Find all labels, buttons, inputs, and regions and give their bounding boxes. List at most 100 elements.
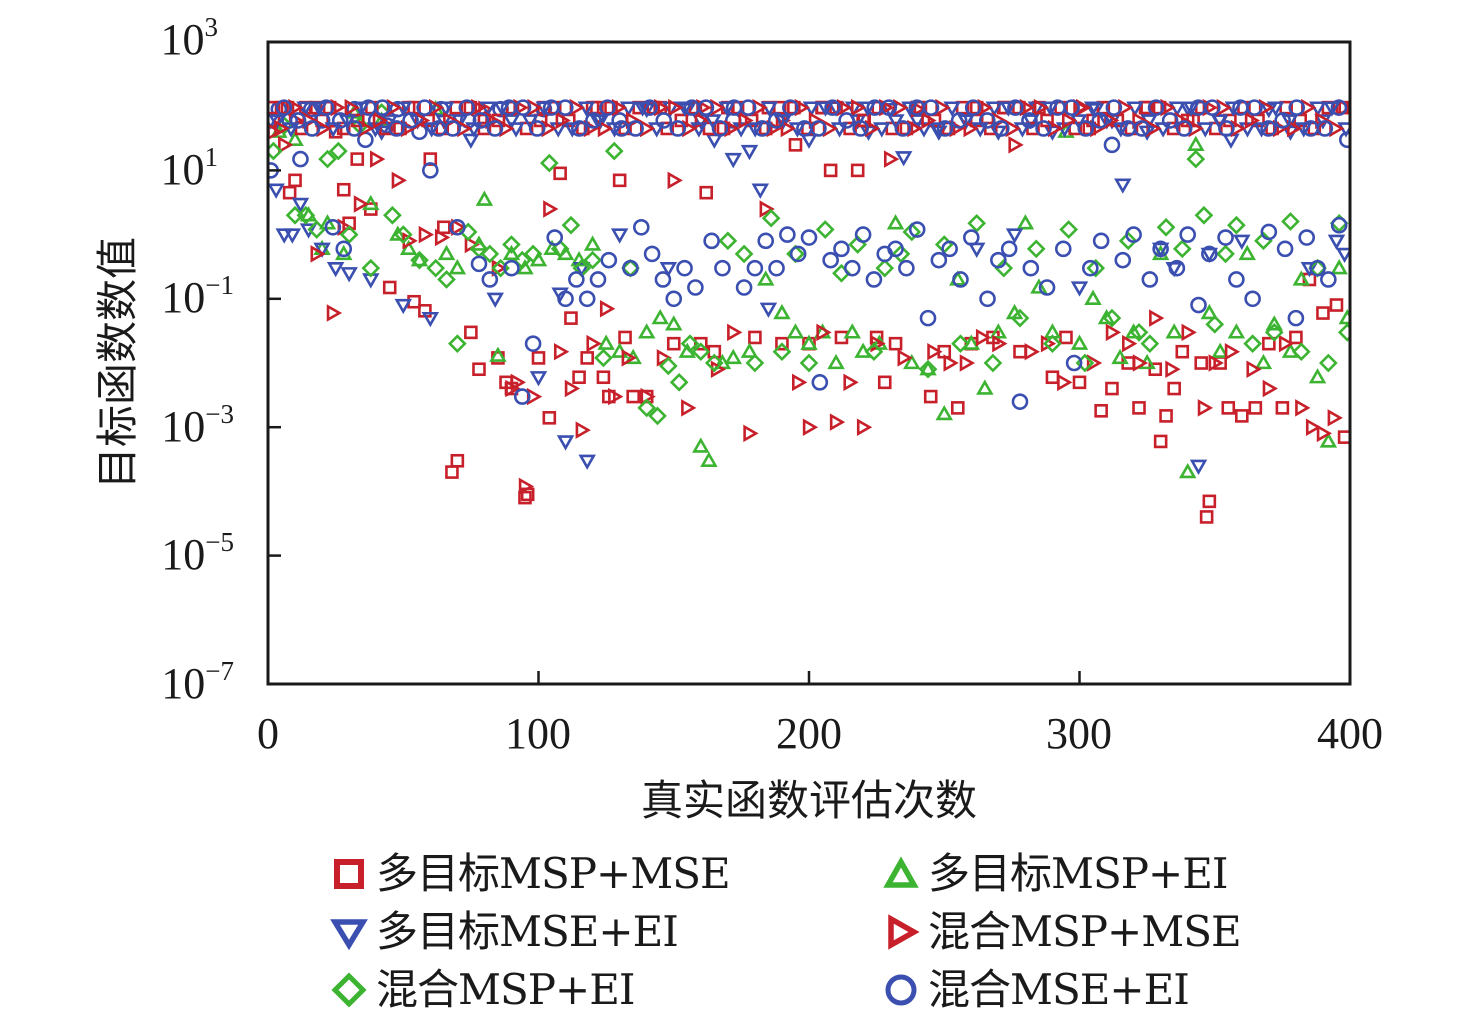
data-point-circle (1152, 240, 1169, 258)
data-point-triangle-up (389, 225, 407, 241)
data-point-circle (1244, 290, 1261, 308)
data-point-diamond (648, 406, 667, 426)
legend-label: 多目标MSE+EI (376, 907, 679, 956)
data-point-diamond (1281, 212, 1300, 231)
data-point-triangle-up (1124, 323, 1143, 339)
data-point-square (1194, 356, 1209, 370)
data-point-square (666, 336, 681, 351)
data-point-triangle-right (316, 119, 332, 138)
data-point-triangle-right (543, 200, 559, 218)
data-point-circle (1288, 99, 1306, 116)
data-point-triangle-down (610, 228, 629, 244)
data-point-square (1105, 381, 1119, 396)
data-point-triangle-down (746, 122, 764, 138)
data-point-diamond (761, 208, 781, 228)
data-point-circle (578, 290, 596, 308)
data-point-square (850, 163, 865, 178)
data-point-triangle-right (428, 98, 445, 117)
data-point-diamond (691, 342, 711, 362)
data-point-square (1262, 336, 1276, 351)
data-point-circle (1320, 271, 1337, 288)
data-point-triangle-right (1327, 409, 1343, 427)
data-point-triangle-right (1246, 360, 1262, 378)
data-point-triangle-up (1330, 259, 1348, 275)
data-point-circle (546, 229, 564, 246)
data-point-triangle-right (1033, 98, 1050, 117)
data-point-square (823, 163, 838, 178)
legend-label: 混合MSP+MSE (928, 907, 1242, 956)
data-point-triangle-right (527, 98, 543, 117)
data-point-triangle-down (1070, 281, 1089, 297)
legend-item: 混合MSE+EI (882, 962, 1290, 1018)
data-point-circle (1035, 120, 1052, 137)
data-point-triangle-right (485, 111, 501, 130)
data-point-triangle-right (434, 228, 451, 247)
legend-item: 混合MSP+MSE (882, 904, 1290, 960)
data-point-square (1235, 409, 1249, 423)
data-point-diamond (669, 372, 689, 392)
data-point-diamond (307, 220, 327, 239)
data-point-diamond (891, 244, 911, 264)
data-point-triangle-down (313, 242, 331, 258)
data-point-circle (556, 99, 574, 116)
data-point-triangle-up (800, 334, 818, 350)
data-point-triangle-right (639, 119, 656, 138)
data-point-triangle-up (489, 346, 507, 362)
data-point-circle (735, 279, 753, 296)
data-point-diamond (1102, 308, 1122, 328)
data-point-square (1329, 298, 1344, 312)
data-point-circle (1011, 393, 1029, 410)
data-point-triangle-right (1104, 111, 1120, 130)
data-point-diamond (1118, 231, 1138, 251)
data-point-triangle-right (1057, 373, 1073, 392)
data-point-circle (275, 99, 293, 116)
data-point-triangle-down (462, 133, 480, 149)
data-point-square (268, 100, 281, 115)
data-point-diamond (328, 141, 348, 161)
y-tick-label-1: 101 (161, 142, 219, 194)
data-point-triangle-up (827, 353, 845, 370)
data-point-square (1248, 401, 1263, 415)
data-point-triangle-up (624, 348, 642, 365)
data-point-triangle-up (1265, 315, 1284, 331)
data-point-square (542, 411, 557, 425)
data-point-triangle-up (334, 244, 353, 261)
data-point-triangle-right (724, 119, 740, 138)
data-point-triangle-up (724, 348, 743, 365)
data-point-circle (1141, 271, 1159, 288)
data-point-triangle-right (1149, 309, 1165, 327)
data-point-circle (643, 245, 661, 263)
data-point-circle (568, 271, 585, 288)
data-point-circle (1161, 112, 1179, 129)
data-point-triangle-right (330, 98, 346, 117)
data-point-diamond (318, 149, 337, 169)
data-point-triangle-right (1272, 119, 1289, 138)
data-point-triangle-up (318, 214, 337, 230)
data-point-diamond (1194, 205, 1214, 225)
data-point-triangle-right (344, 98, 360, 117)
data-point-triangle-right (553, 342, 570, 361)
data-point-circle (703, 232, 720, 250)
data-point-square (350, 152, 365, 166)
data-point-circle (843, 259, 861, 277)
data-point-triangle-right (963, 119, 979, 138)
data-point-triangle-right (1061, 111, 1078, 130)
data-point-circle (1133, 120, 1151, 137)
data-point-triangle-up (903, 353, 921, 370)
data-point-square (950, 401, 965, 415)
data-point-triangle-right (575, 421, 591, 439)
data-point-diamond (539, 153, 559, 173)
data-point-circle (1021, 112, 1038, 129)
data-point-triangle-right (759, 200, 775, 218)
data-point-triangle-right (625, 111, 642, 130)
data-point-circle (746, 259, 764, 277)
data-point-triangle-right (326, 304, 343, 322)
legend-item: 多目标MSP+EI (882, 846, 1290, 902)
data-point-circle (665, 290, 683, 308)
data-point-triangle-up (410, 251, 429, 267)
data-point-circle (1316, 120, 1334, 137)
data-point-triangle-right (611, 98, 628, 117)
data-point-circle (589, 271, 607, 288)
data-point-triangle-up (1254, 353, 1273, 370)
data-point-circle (894, 120, 912, 137)
